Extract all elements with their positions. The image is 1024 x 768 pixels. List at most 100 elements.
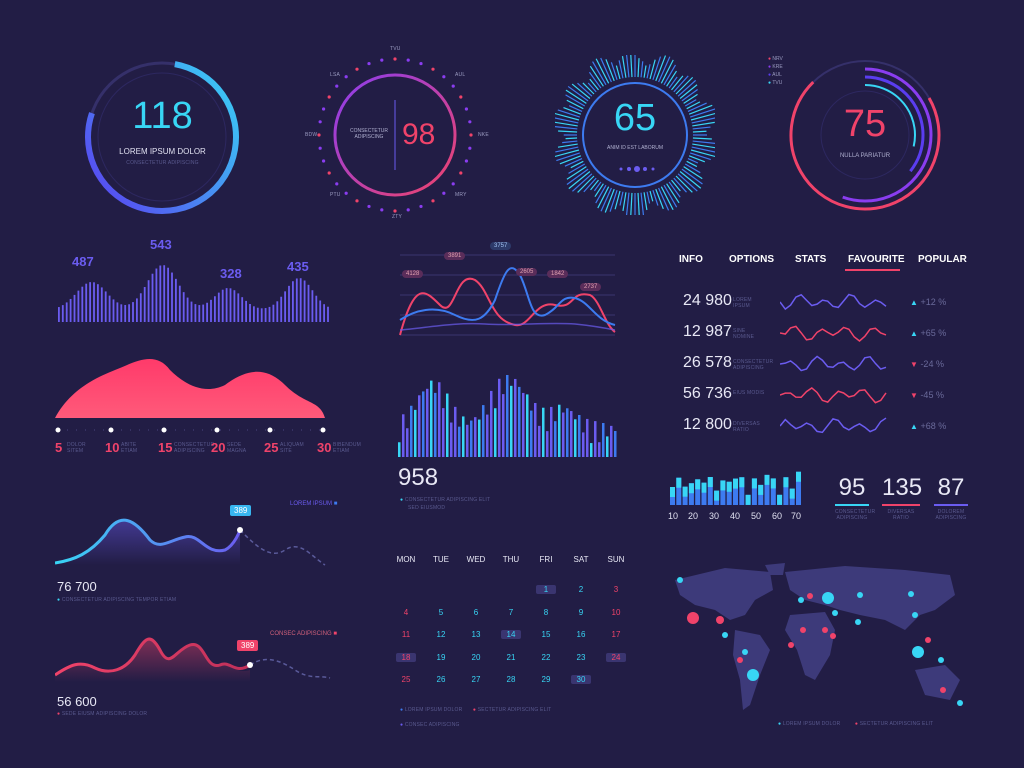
calendar-date[interactable]: 11 [401,630,411,639]
calendar-date[interactable]: 30 [571,675,591,684]
callout-badge: 4128 [402,270,424,278]
calendar-date[interactable]: 7 [508,607,514,617]
radial-bar [577,175,595,193]
tab-popular[interactable]: POPULAR [918,254,967,265]
dial-dot [468,146,472,150]
tab-favourite[interactable]: FAVOURITE [848,254,905,265]
tab-info[interactable]: INFO [679,254,703,265]
wave-bar [116,302,119,322]
wave-bar [163,265,166,322]
wave-bar [276,301,279,322]
bar [562,412,565,457]
calendar-date[interactable]: 20 [471,652,481,662]
calendar-date[interactable]: 5 [438,607,444,617]
kpi: 87 DOLOREM ADIPISCING [934,474,968,521]
bar [590,443,593,457]
calendar-date[interactable]: 25 [401,675,411,684]
scale-axis [55,427,326,433]
wave-bar [93,282,95,322]
radial-bar [563,106,582,115]
calendar-date[interactable]: 19 [436,652,446,662]
mini-bar [758,484,764,505]
calendar-date[interactable]: 13 [471,630,481,639]
peak-value: 328 [220,266,242,281]
bar [518,386,521,457]
bar [474,417,477,457]
radial-bar [605,59,615,82]
bars-total-value: 958 [398,464,439,491]
calendar-date[interactable]: 4 [403,607,409,617]
tab-stats[interactable]: STATS [795,254,827,265]
axis-tick: 30 [709,511,720,521]
calendar-date[interactable]: 14 [501,630,521,639]
scale-value: 10 [105,440,120,455]
calendar-legend: ● LOREM IPSUM DOLOR ● SECTETUR ADIPISCIN… [400,698,620,728]
calendar-date[interactable]: 1 [536,585,556,594]
calendar-date[interactable]: 16 [576,630,586,639]
scale-value: 30 [317,440,332,455]
radial-bar [597,186,610,209]
callout-badge: 2605 [516,268,538,276]
calendar-date[interactable]: 10 [611,607,621,617]
stat-delta: ▲ +68 % [910,421,946,431]
radial-bar [681,168,703,185]
radial-bar [621,56,627,78]
calendar-date[interactable]: 2 [578,585,584,594]
mini-bar-top [789,488,795,499]
dial-dot [393,209,397,213]
radial-bar [640,192,645,216]
radial-bar [557,143,578,148]
mini-bar-top [676,477,682,488]
calendar-date[interactable]: 17 [611,630,621,639]
legend-item: ● TVU [768,80,783,86]
calendar-date[interactable]: 9 [578,607,584,617]
dial-dot [468,120,472,124]
kpi-underline [934,504,968,506]
bar-wave-chart [58,265,329,322]
gauge-2-value: 98 [402,118,436,151]
bar [554,421,557,457]
mini-bar-top [707,477,713,488]
radial-bar [684,163,701,174]
calendar-date[interactable]: 28 [506,675,516,684]
bar [586,418,589,457]
radial-bar [595,184,607,204]
calendar-date[interactable]: 26 [436,675,446,684]
kpi-label: CONSECTETUR ADIPISCING [835,509,876,521]
kpi-label: DIVERSAS RATIO [887,509,915,521]
calendar-date[interactable]: 15 [541,630,551,639]
calendar-date[interactable]: 18 [396,652,416,662]
tab-options[interactable]: OPTIONS [729,254,775,265]
wave-bar [303,280,306,322]
calendar-date[interactable]: 27 [471,675,481,684]
kpi-label: DOLOREM ADIPISCING [935,509,967,521]
bar [458,426,461,457]
radial-bar [643,192,648,211]
calendar-date[interactable]: 22 [541,652,551,662]
gauge-1-caption: CONSECTETUR ADIPISCING [126,160,199,166]
calendar-date[interactable]: 6 [473,607,479,617]
calendar-date[interactable]: 29 [541,675,551,684]
caption-text: CONSECTETUR ADIPISCING ELIT [404,497,491,503]
calendar-date[interactable]: 23 [576,652,586,662]
calendar-date[interactable]: 8 [543,607,549,617]
gauge-2-tick-zty: ZTY [392,214,403,220]
calendar-date[interactable]: 3 [613,585,619,594]
bar [610,425,613,457]
wave-bar [292,281,294,322]
mini-bar-top [726,481,732,492]
center-bar-chart [398,375,617,457]
calendar-date[interactable]: 24 [606,652,626,662]
scale-caption: ALIQUAM SITE [280,442,304,454]
dial-dot [367,61,371,66]
bar [418,395,421,457]
legend-label: TVU [772,80,783,86]
wave-bar [280,296,283,322]
wave-bar [245,300,247,322]
calendar-date[interactable]: 21 [506,652,516,662]
legend-item: ● CONSEC ADIPISCING [400,722,460,728]
kpi-underline [835,504,869,506]
calendar-date[interactable]: 12 [436,630,446,639]
gauge-3-label: ANIM ID EST LABORUM [606,145,664,151]
legend-item: ● SECTETUR ADIPISCING ELIT [472,707,552,713]
